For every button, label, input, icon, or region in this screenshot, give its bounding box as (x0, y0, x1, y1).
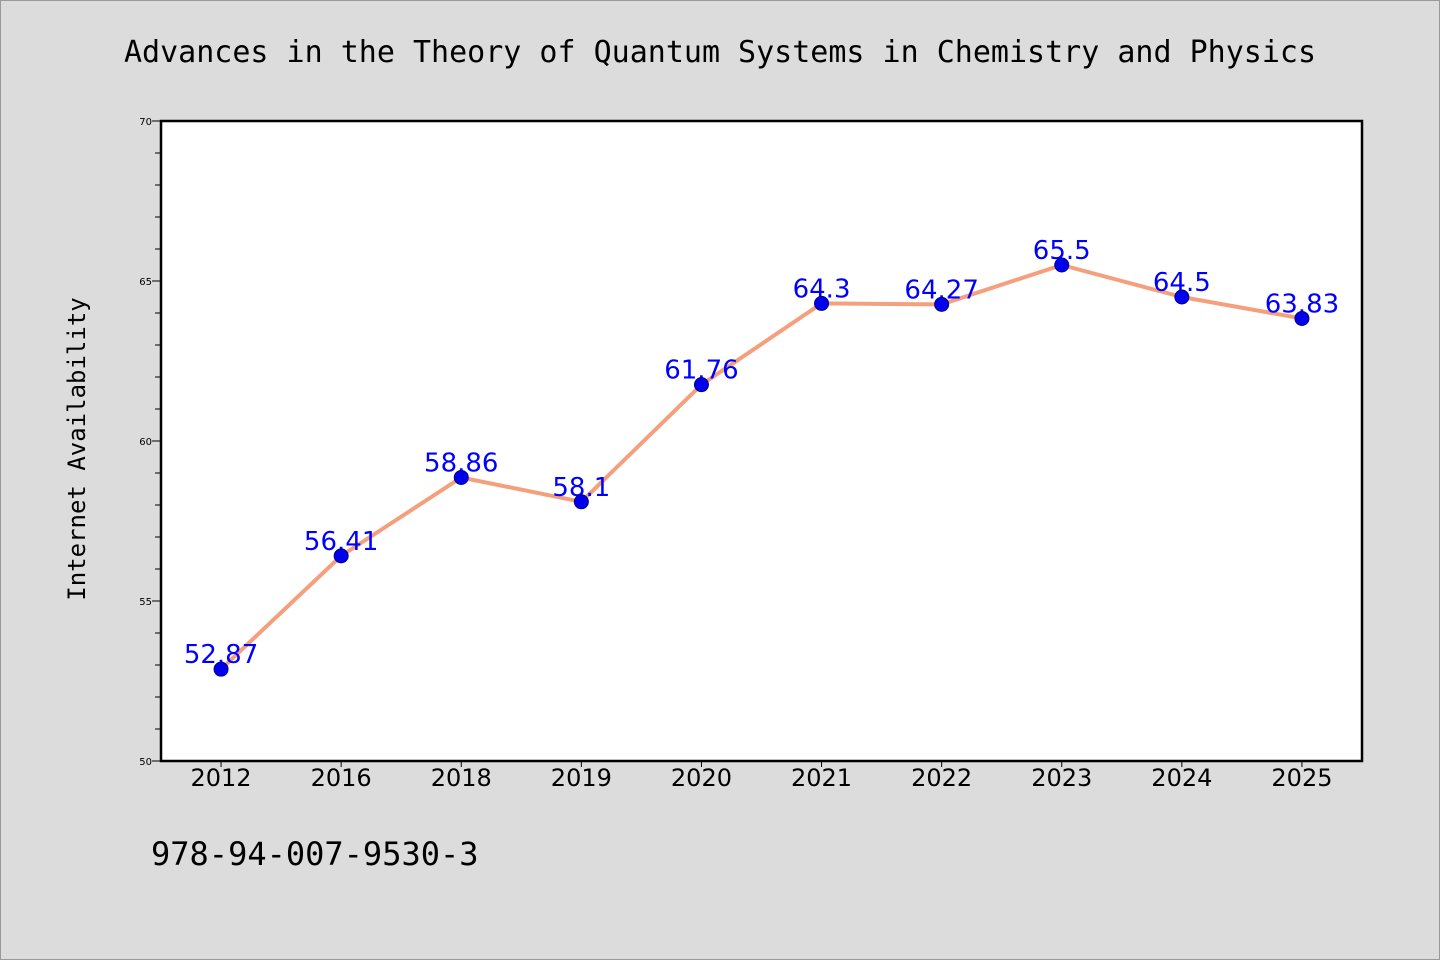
data-point (814, 295, 830, 311)
y-tick-label: 50 (139, 757, 152, 768)
plot-area (161, 121, 1362, 761)
x-tick-label: 2021 (791, 764, 852, 792)
data-point (213, 661, 229, 677)
data-point (693, 377, 709, 393)
y-tick-label: 60 (139, 437, 152, 448)
x-tick-label: 2016 (311, 764, 372, 792)
data-point (1294, 310, 1310, 326)
data-point (1054, 257, 1070, 273)
x-tick-label: 2025 (1271, 764, 1332, 792)
x-tick-label: 2018 (431, 764, 492, 792)
x-tick-label: 2012 (191, 764, 252, 792)
y-tick-label: 70 (139, 117, 152, 128)
data-point (934, 296, 950, 312)
isbn-label: 978-94-007-9530-3 (151, 835, 479, 873)
y-tick-label: 65 (139, 277, 152, 288)
x-tick-label: 2022 (911, 764, 972, 792)
data-point (453, 469, 469, 485)
data-point (333, 548, 349, 564)
chart-title: Advances in the Theory of Quantum System… (123, 35, 1317, 70)
x-tick-label: 2020 (671, 764, 732, 792)
y-tick-label: 55 (139, 597, 152, 608)
x-tick-label: 2019 (551, 764, 612, 792)
x-tick-label: 2024 (1151, 764, 1212, 792)
plot-frame (159, 119, 1364, 763)
data-point (573, 494, 589, 510)
x-tick-label: 2023 (1031, 764, 1092, 792)
series-line (219, 263, 1304, 672)
data-point (1174, 289, 1190, 305)
